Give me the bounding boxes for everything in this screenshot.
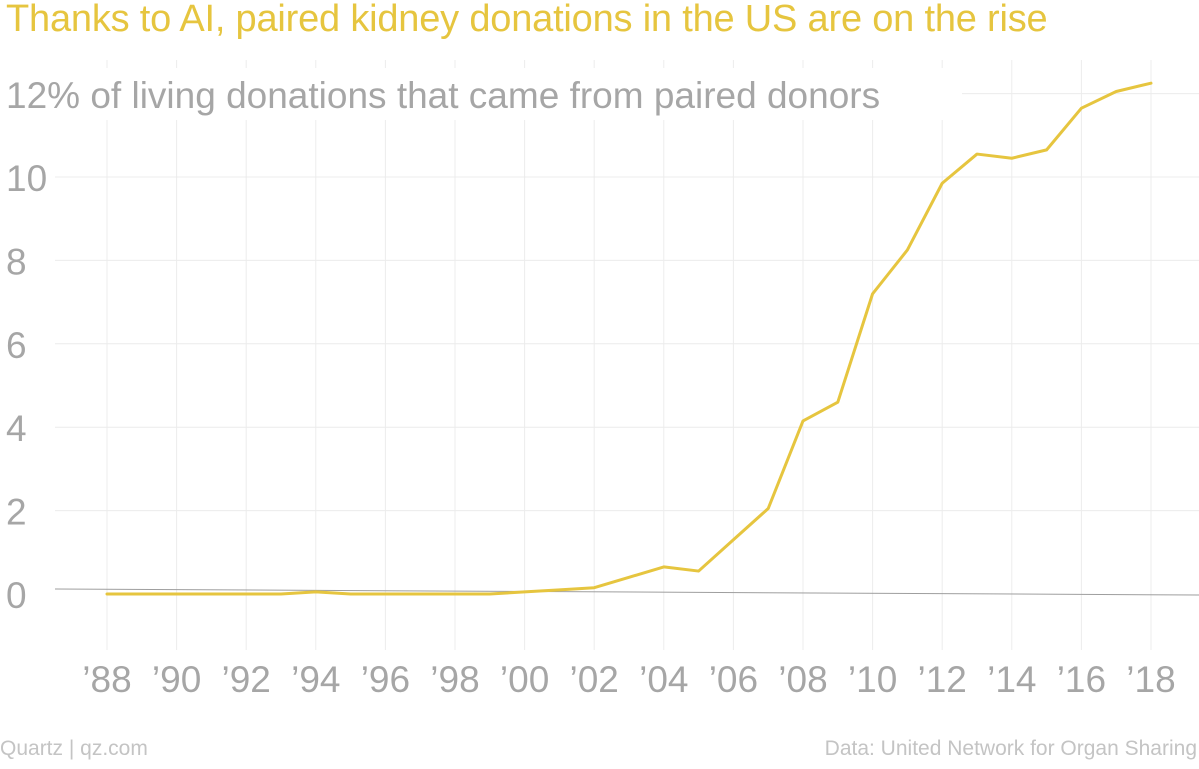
x-tick-label: ’08 — [778, 659, 827, 700]
footer-credit: Quartz | qz.com — [0, 737, 148, 760]
x-tick-label: ’02 — [570, 659, 619, 700]
x-tick-label: ’18 — [1126, 659, 1175, 700]
x-tick-label: ’00 — [500, 659, 549, 700]
y-tick-label: 6 — [6, 325, 27, 366]
x-tick-label: ’16 — [1057, 659, 1106, 700]
y-axis-ticks: 0 2 4 6 8 10 — [6, 158, 47, 616]
y-tick-label: 10 — [6, 158, 47, 199]
x-tick-label: ’12 — [918, 659, 967, 700]
y-tick-label: 2 — [6, 492, 27, 533]
x-tick-label: ’06 — [709, 659, 758, 700]
x-tick-label: ’92 — [222, 659, 271, 700]
series-line — [105, 81, 1153, 596]
x-axis-ticks: ’88 ’90 ’92 ’94 ’96 ’98 ’00 ’02 ’04 ’06 ’08 ’10 ’12 ’… — [82, 659, 1175, 700]
y-tick-label: 0 — [6, 575, 27, 616]
y-axis-label: 12% of living donations that came from p… — [6, 75, 880, 116]
y-tick-label: 8 — [6, 241, 27, 282]
y-tick-label: 4 — [6, 408, 27, 449]
x-tick-label: ’04 — [639, 659, 688, 700]
chart-title: Thanks to AI, paired kidney donations in… — [6, 0, 1048, 40]
x-tick-label: ’94 — [291, 659, 340, 700]
zero-axis-line — [54, 588, 1199, 596]
grid-lines — [55, 60, 1199, 650]
x-tick-label: ’88 — [82, 659, 131, 700]
y-axis-label-background — [0, 68, 962, 120]
x-tick-label: ’90 — [152, 659, 201, 700]
x-tick-label: ’98 — [430, 659, 479, 700]
x-tick-label: ’96 — [361, 659, 410, 700]
footer-source: Data: United Network for Organ Sharing — [824, 737, 1197, 760]
x-tick-label: ’10 — [848, 659, 897, 700]
series-layer — [105, 81, 1153, 596]
zero-line — [54, 588, 1199, 596]
x-tick-label: ’14 — [987, 659, 1036, 700]
